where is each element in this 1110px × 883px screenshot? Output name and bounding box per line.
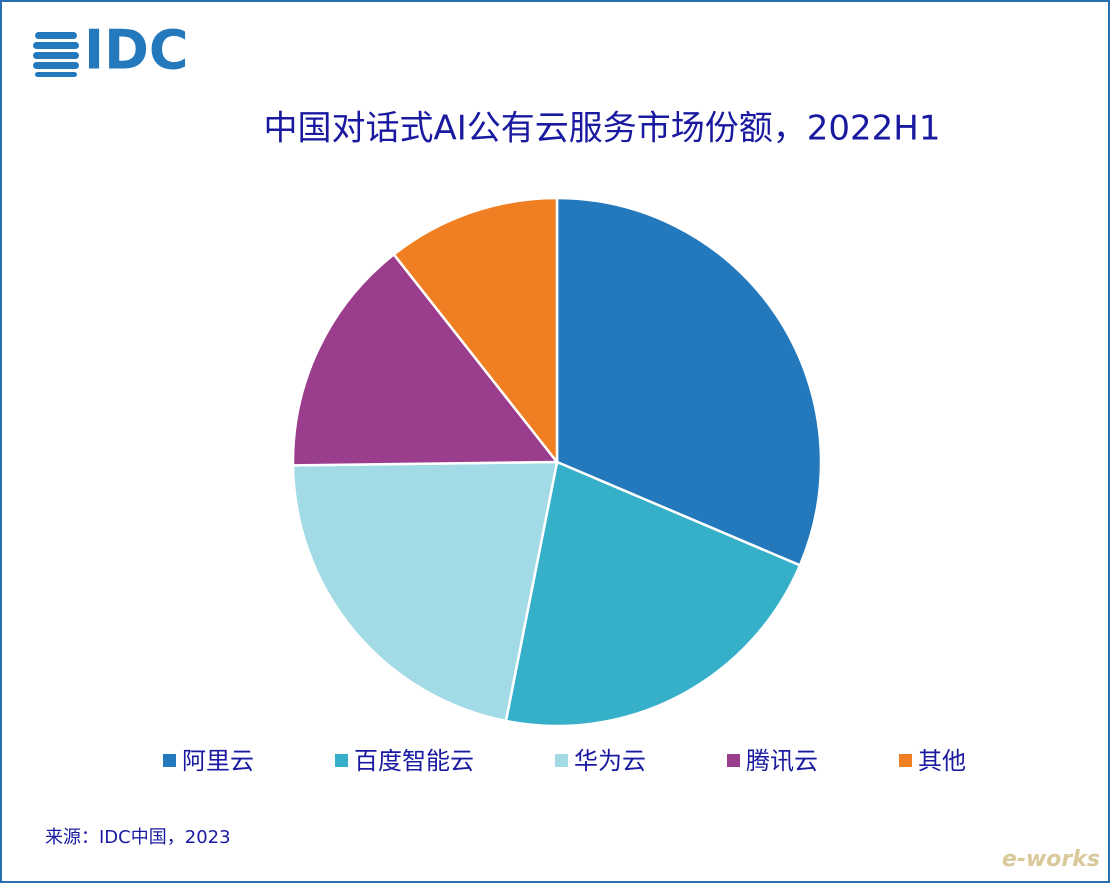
pie-slice [392,196,559,466]
legend-label: 百度智能云 [354,747,474,775]
legend-label: 其他 [918,747,966,775]
pie-slice [504,460,802,728]
chart-title: 中国对话式AI公有云服务市场份额，2022H1 [263,109,940,149]
logo: IDC [84,19,189,82]
watermark: e-works [1002,847,1100,872]
logo-icon [33,32,79,77]
pie-slice [291,252,560,467]
legend-swatch [899,754,912,767]
pie-slice [555,196,823,567]
legend-label: 阿里云 [182,747,254,775]
legend-label: 腾讯云 [746,747,818,775]
legend-swatch [555,754,568,767]
legend-swatch [163,754,176,767]
legend-swatch [727,754,740,767]
pie-slice [291,460,559,723]
legend-swatch [335,754,348,767]
legend-label: 华为云 [574,747,646,775]
source: 来源：IDC中国，2023 [45,827,231,848]
